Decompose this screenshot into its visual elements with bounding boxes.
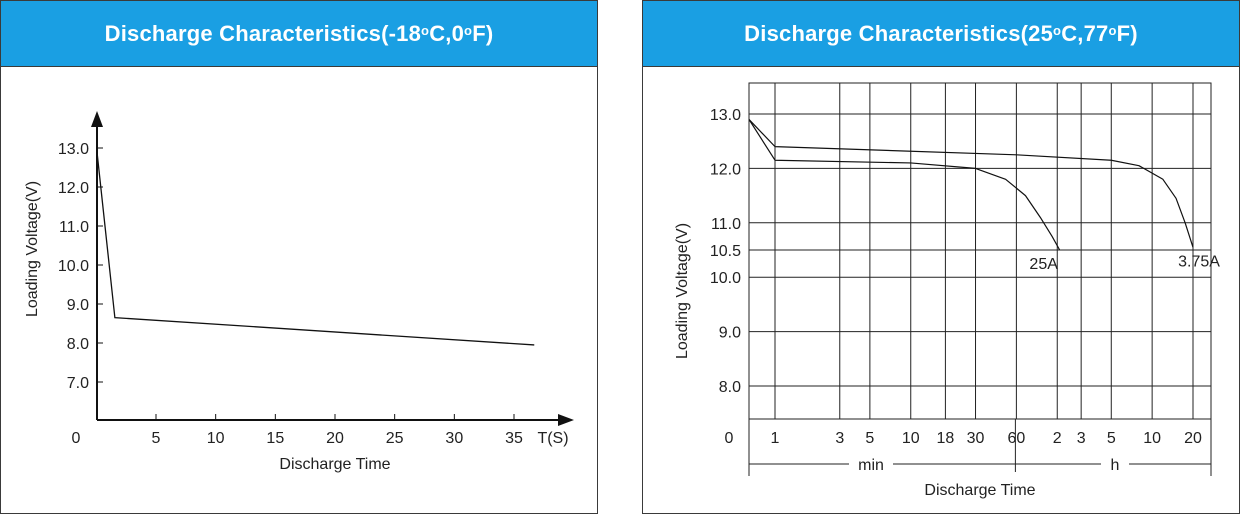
chart-title-right: Discharge Characteristics(25 o C,77 o F)	[643, 1, 1239, 67]
x-axis-arrow-icon	[558, 414, 574, 426]
origin-label: 0	[72, 430, 81, 447]
unit-label-min: min	[858, 457, 884, 474]
discharge-curve	[96, 151, 535, 346]
y-tick-label: 10.0	[58, 258, 89, 275]
x-tick-label: 5	[865, 430, 874, 447]
x-tick-label: 3	[835, 430, 844, 447]
y-tick-label: 13.0	[58, 141, 89, 158]
title-suffix: F)	[472, 20, 494, 46]
x-tick-label: 2	[1053, 430, 1062, 447]
x-tick-label: 15	[266, 430, 284, 447]
title-mid: C,77	[1061, 20, 1109, 46]
x-tick-label: 20	[1184, 430, 1202, 447]
origin-label: 0	[725, 430, 734, 447]
discharge-curve	[748, 119, 1194, 248]
chart-title-left: Discharge Characteristics(-18 o C,0 o F)	[1, 1, 597, 67]
x-tick-label: 30	[967, 430, 985, 447]
x-unit-label: T(S)	[537, 430, 568, 447]
x-tick-label: 35	[505, 430, 523, 447]
x-tick-label: 18	[937, 430, 955, 447]
series-label: 25A	[1029, 256, 1058, 273]
unit-label-bg	[1101, 454, 1129, 474]
x-tick-label: 10	[902, 430, 920, 447]
y-tick-label: 13.0	[710, 107, 741, 124]
chart-right: 1 3 5 10 18 30 60 2 3 5 10 2008.09.010.010.511.012.…	[674, 82, 1220, 499]
x-tick-label: 3	[1077, 430, 1086, 447]
discharge-curve	[748, 119, 1061, 251]
title-prefix: Discharge Characteristics(25	[744, 20, 1054, 46]
x-tick-label: 10	[207, 430, 225, 447]
x-tick-label: 10	[1143, 430, 1161, 447]
series-label: 3.75A	[1178, 253, 1220, 270]
title-suffix: F)	[1116, 20, 1138, 46]
y-tick-label: 9.0	[67, 297, 89, 314]
y-tick-label: 11.0	[59, 219, 89, 236]
x-axis-label: Discharge Time	[279, 456, 390, 473]
x-tick-label: 5	[152, 430, 161, 447]
y-tick-label: 10.5	[710, 243, 741, 260]
y-axis-label: Loading Voltage(V)	[674, 223, 691, 359]
x-axis-label: Discharge Time	[924, 482, 1035, 499]
degree-sign: o	[1108, 23, 1117, 38]
x-tick-label: 1	[771, 430, 780, 447]
unit-label-bg	[849, 454, 893, 474]
y-tick-label: 12.0	[710, 161, 741, 178]
y-tick-label: 10.0	[710, 270, 741, 287]
degree-sign: o	[464, 23, 473, 38]
y-axis-arrow-icon	[91, 111, 103, 127]
title-mid: C,0	[429, 20, 465, 46]
title-prefix: Discharge Characteristics(-18	[104, 20, 422, 46]
y-tick-label: 9.0	[719, 325, 741, 342]
y-tick-label: 8.0	[67, 336, 89, 353]
x-tick-label: 5	[1107, 430, 1116, 447]
chart-panel-left: Discharge Characteristics(-18 o C,0 o F) 5 10…	[0, 0, 598, 514]
chart-left: 5 10 15 20 25 30 35 0 T(S) 7.0 8.0 9.0 10.0 11.0 12.0 1…	[24, 111, 574, 473]
y-tick-label: 8.0	[719, 379, 741, 396]
y-axis-label: Loading Voltage(V)	[24, 181, 41, 317]
x-tick-label: 20	[326, 430, 344, 447]
x-tick-label: 25	[386, 430, 404, 447]
y-tick-label: 12.0	[58, 180, 89, 197]
y-tick-label: 7.0	[67, 375, 89, 392]
x-tick-label: 60	[1007, 430, 1025, 447]
degree-sign: o	[1053, 23, 1062, 38]
unit-label-h: h	[1111, 457, 1120, 474]
y-tick-label: 11.0	[711, 216, 741, 233]
x-tick-label: 30	[445, 430, 463, 447]
degree-sign: o	[421, 23, 430, 38]
plot-frame	[748, 82, 1212, 420]
